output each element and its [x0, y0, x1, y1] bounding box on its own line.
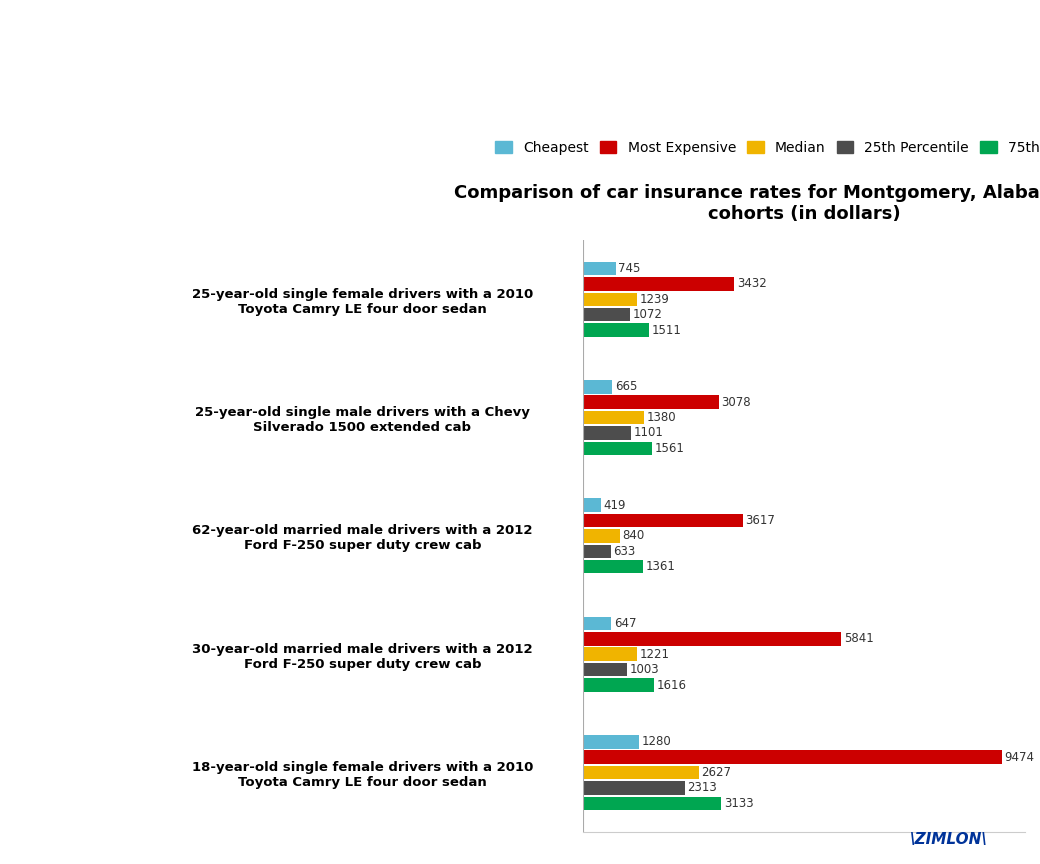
Bar: [582, 632, 841, 645]
Text: 1511: 1511: [652, 323, 682, 337]
Bar: [582, 544, 610, 558]
Text: 745: 745: [618, 262, 641, 275]
Text: 2313: 2313: [687, 781, 718, 794]
Text: 419: 419: [604, 499, 626, 511]
Text: 1561: 1561: [654, 442, 684, 454]
Text: 1361: 1361: [646, 560, 675, 573]
Bar: [582, 442, 652, 455]
Bar: [582, 529, 620, 543]
Bar: [582, 766, 699, 779]
Text: 1101: 1101: [634, 427, 664, 440]
Bar: [582, 560, 643, 574]
Bar: [582, 781, 685, 795]
Text: 1221: 1221: [640, 648, 670, 661]
Bar: [582, 797, 721, 810]
Text: 1380: 1380: [646, 411, 676, 424]
Text: 5841: 5841: [843, 632, 874, 645]
Bar: [582, 380, 613, 394]
Bar: [582, 617, 612, 630]
Bar: [582, 293, 638, 306]
Text: 2627: 2627: [702, 766, 731, 779]
Bar: [582, 514, 743, 527]
Bar: [582, 426, 631, 440]
Bar: [582, 735, 640, 748]
Bar: [582, 396, 719, 409]
Text: 665: 665: [615, 380, 638, 393]
Text: 1003: 1003: [629, 664, 659, 677]
Text: 633: 633: [614, 545, 635, 558]
Text: \ZIMLON\: \ZIMLON\: [910, 832, 988, 847]
Text: 3432: 3432: [737, 277, 766, 290]
Text: 1616: 1616: [657, 678, 686, 691]
Text: 1280: 1280: [642, 735, 672, 748]
Bar: [582, 751, 1002, 764]
Text: 840: 840: [623, 530, 645, 543]
Bar: [582, 262, 616, 276]
Text: 647: 647: [614, 617, 636, 630]
Legend: Cheapest, Most Expensive, Median, 25th Percentile, 75th Percentile: Cheapest, Most Expensive, Median, 25th P…: [495, 141, 1040, 155]
Bar: [582, 647, 636, 661]
Text: 9474: 9474: [1005, 751, 1035, 764]
Text: 3617: 3617: [746, 514, 775, 527]
Text: 3133: 3133: [724, 797, 754, 810]
Bar: [582, 277, 734, 290]
Text: 3078: 3078: [722, 396, 751, 409]
Bar: [582, 411, 644, 424]
Text: 1239: 1239: [640, 293, 670, 306]
Bar: [582, 678, 654, 692]
Text: 1072: 1072: [632, 308, 662, 321]
Bar: [582, 323, 649, 337]
Title: Comparison of car insurance rates for Montgomery, Alabama, for key
cohorts (in d: Comparison of car insurance rates for Mo…: [453, 185, 1040, 223]
Bar: [582, 663, 627, 677]
Bar: [582, 499, 601, 512]
Bar: [582, 308, 630, 321]
